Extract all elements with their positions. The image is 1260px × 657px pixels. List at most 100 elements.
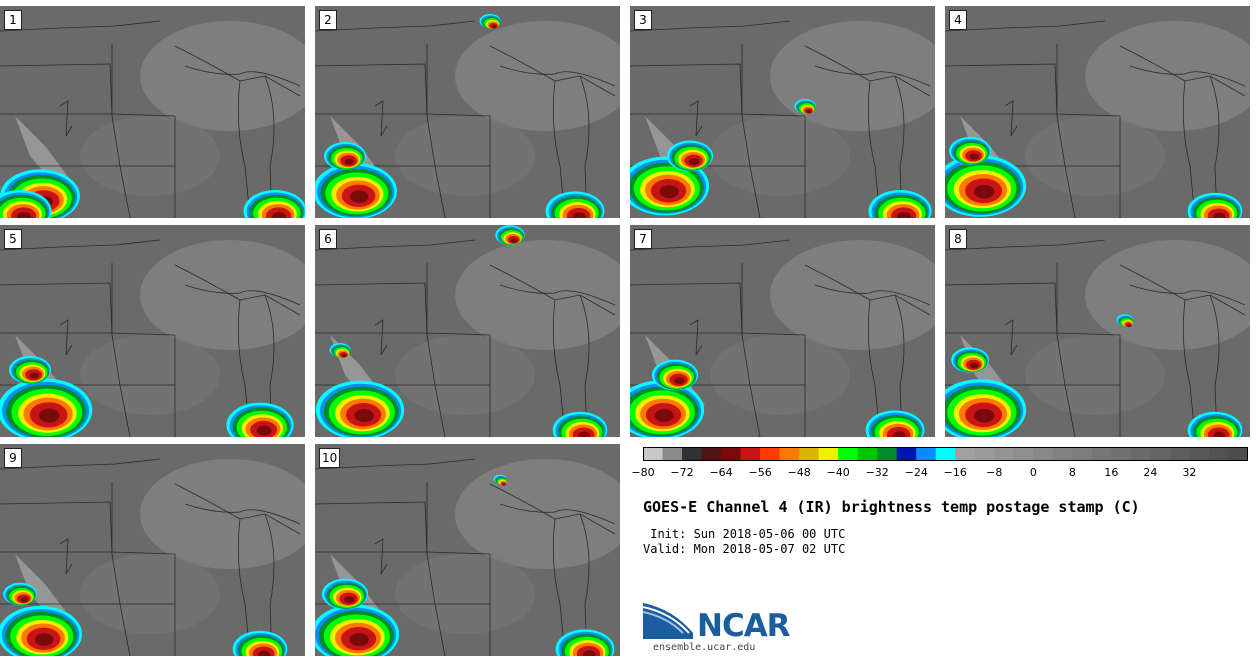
colorbar-segment [1169, 447, 1190, 461]
ncar-logo-icon [643, 603, 693, 639]
boundary-line [374, 100, 388, 137]
colorbar-tick-label: −32 [865, 466, 889, 479]
colorbar-segment [1091, 447, 1112, 461]
colorbar-segment [877, 447, 898, 461]
member-panel[interactable]: 7 [630, 225, 935, 437]
boundary-line [315, 458, 476, 470]
member-panel[interactable]: 8 [945, 225, 1250, 437]
colorbar-tick-label: −16 [943, 466, 967, 479]
colorbar-segment [721, 447, 742, 461]
cloud-field [140, 459, 305, 569]
boundary-line [630, 113, 806, 117]
boundary-line [374, 538, 388, 575]
member-panel[interactable]: 3 [630, 6, 935, 218]
boundary-line [552, 299, 566, 437]
boundary-line [630, 332, 806, 336]
storm-cell-layer [1127, 324, 1132, 327]
colorbar-segment [1150, 447, 1171, 461]
storm-cell-layer [974, 408, 995, 423]
boundary-line [237, 299, 251, 437]
boundary-line [499, 65, 616, 87]
boundary-line [894, 294, 905, 437]
storm-cell-layer [491, 25, 497, 29]
member-panel[interactable]: 9 [0, 444, 305, 656]
ir-map [0, 444, 305, 656]
storm-cell-layer [1213, 212, 1226, 218]
ir-map [945, 6, 1250, 218]
colorbar-segment [1130, 447, 1151, 461]
storm-cell-layer [344, 158, 354, 165]
member-panel[interactable]: 2 [315, 6, 620, 218]
colorbar-tick-label: −64 [709, 466, 733, 479]
boundary-line [0, 20, 161, 32]
colorbar-segment [838, 447, 859, 461]
cloud-field [710, 116, 850, 196]
ir-map [0, 6, 305, 218]
storm-cell-layer [38, 408, 60, 423]
cloud-field [395, 554, 535, 634]
colorbar-tick-label: 32 [1182, 466, 1197, 479]
panel-number-label: 3 [634, 10, 652, 30]
boundary-line [315, 20, 476, 32]
boundary-line [1004, 100, 1018, 137]
storm-cell-layer [970, 362, 979, 369]
colorbar-segment [955, 447, 976, 461]
boundary-line [579, 513, 590, 656]
boundary-line [237, 518, 251, 656]
storm-cell-layer [17, 211, 32, 218]
storm-cell-layer [659, 185, 679, 199]
ir-map [315, 444, 620, 656]
storm-cell-layer [897, 211, 912, 218]
colorbar-segment [643, 447, 664, 461]
boundary-line [689, 100, 703, 137]
member-panel[interactable]: 10 [315, 444, 620, 656]
storm-cells [315, 14, 605, 218]
ir-map [630, 225, 935, 437]
colorbar-segment [799, 447, 820, 461]
boundary-line [945, 20, 1106, 32]
storm-cells [945, 137, 1243, 218]
colorbar-segment [740, 447, 761, 461]
boundary-line [1209, 75, 1220, 218]
boundary-line [552, 518, 566, 656]
logo-wordmark: NCAR [697, 608, 791, 644]
member-panel[interactable]: 4 [945, 6, 1250, 218]
boundary-line [0, 239, 161, 251]
storm-cell-layer [974, 184, 995, 199]
colorbar-tick-label: 0 [1029, 466, 1037, 479]
colorbar-segment [935, 447, 956, 461]
colorbar-tick-label: −72 [670, 466, 694, 479]
boundary-line [1209, 294, 1220, 437]
ir-map [945, 225, 1250, 437]
boundary-line [0, 551, 176, 555]
boundary-line [174, 45, 301, 97]
cloud-field [80, 335, 220, 415]
colorbar-tick-label: −40 [826, 466, 850, 479]
panel-number-label: 2 [319, 10, 337, 30]
boundary-line [59, 319, 73, 356]
member-panel[interactable]: 5 [0, 225, 305, 437]
member-panel[interactable]: 1 [0, 6, 305, 218]
boundary-line [814, 65, 931, 87]
ir-map [315, 225, 620, 437]
init-time: Init: Sun 2018-05-06 00 UTC [643, 527, 846, 541]
storm-cell-layer [572, 212, 586, 218]
storm-cells [0, 356, 294, 437]
storm-cell-layer [344, 596, 355, 603]
cirrus-band [15, 116, 75, 191]
boundary-line [945, 239, 1106, 251]
colorbar-segment [916, 447, 937, 461]
colorbar-segment [1228, 447, 1248, 461]
panel-number-label: 7 [634, 229, 652, 249]
colorbar-segment [1072, 447, 1093, 461]
colorbar-segment [701, 447, 722, 461]
boundary-line [489, 483, 616, 535]
storm-cell-layer [510, 238, 518, 243]
boundary-line [184, 65, 301, 87]
storm-cell-layer [256, 425, 272, 436]
panel-number-label: 8 [949, 229, 967, 249]
colorbar-tick-label: −8 [986, 466, 1003, 479]
panel-number-label: 4 [949, 10, 967, 30]
cloud-field [140, 240, 305, 350]
member-panel[interactable]: 6 [315, 225, 620, 437]
